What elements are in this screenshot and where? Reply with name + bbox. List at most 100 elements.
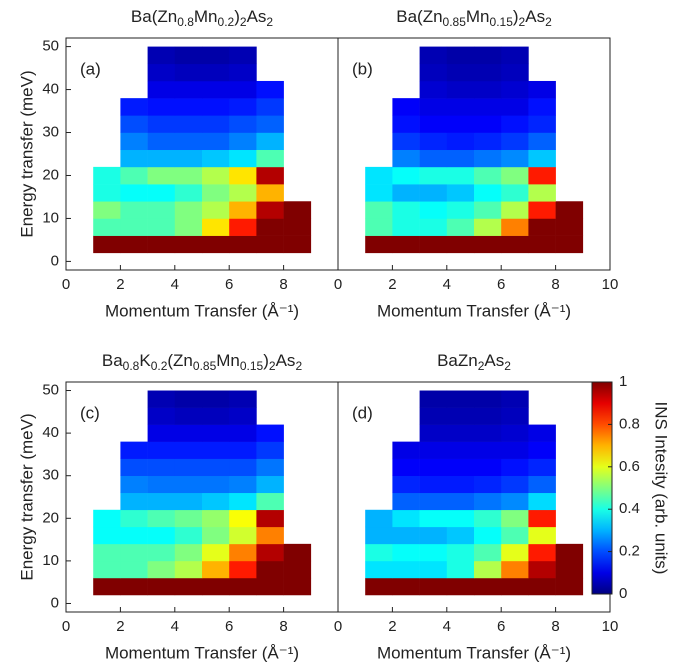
heatmap-cell [419, 80, 448, 99]
heatmap-cell [202, 509, 230, 528]
heatmap-cell [501, 201, 529, 219]
colorbar-tick-label: 1 [619, 373, 627, 390]
heatmap-cell [555, 543, 584, 562]
heatmap-cell [528, 577, 556, 596]
heatmap-cell [528, 80, 556, 99]
heatmap-cell [419, 475, 448, 494]
heatmap-cell [392, 509, 420, 528]
heatmap-cell [528, 475, 556, 494]
heatmap-cell [501, 218, 529, 236]
heatmap-cell [93, 577, 121, 596]
heatmap-cell [446, 475, 475, 494]
x-tick-label: 6 [225, 276, 233, 293]
heatmap-cell [202, 458, 230, 477]
heatmap-cell [229, 526, 257, 545]
heatmap-cell [446, 201, 475, 219]
heatmap-cell [392, 166, 420, 185]
heatmap-cell [528, 98, 556, 116]
heatmap-cell [229, 149, 257, 168]
heatmap-cell [229, 441, 257, 459]
heatmap-cell [365, 526, 393, 545]
x-tick-label: 0 [62, 276, 70, 293]
heatmap-cell [174, 235, 203, 254]
heatmap-cell [256, 560, 284, 579]
heatmap-cell [528, 166, 556, 185]
heatmap-cell [202, 218, 230, 236]
heatmap-cell [93, 543, 121, 562]
heatmap-cell [501, 492, 529, 511]
heatmap-cell [93, 509, 121, 528]
x-tick-label: 10 [602, 618, 619, 635]
x-tick-label: 2 [388, 276, 396, 293]
x-tick-label: 6 [225, 618, 233, 635]
x-tick-label: 6 [497, 618, 505, 635]
heatmap-cell [474, 115, 502, 133]
heatmap-cell [147, 63, 176, 82]
heatmap-cell [174, 201, 203, 219]
heatmap-cell [446, 390, 475, 408]
heatmap-cell [147, 98, 176, 116]
heatmap-cell [202, 63, 230, 82]
x-axis-label: Momentum Transfer (Å⁻¹) [105, 301, 299, 320]
heatmap-cell [202, 560, 230, 579]
heatmap-cell [283, 560, 312, 579]
heatmap-cell [474, 458, 502, 477]
heatmap-cell [501, 526, 529, 545]
heatmap-cell [365, 166, 393, 185]
heatmap-cell [174, 166, 203, 185]
heatmap-cell [174, 184, 203, 202]
heatmap-cell [419, 149, 448, 168]
heatmap-cell [256, 543, 284, 562]
x-axis-label: Momentum Transfer (Å⁻¹) [377, 301, 571, 320]
heatmap-cell [93, 166, 121, 185]
heatmap-cell [229, 63, 257, 82]
heatmap-cell [528, 509, 556, 528]
heatmap-cell [174, 132, 203, 151]
heatmap-cell [229, 492, 257, 511]
colorbar-tick-label: 0 [619, 585, 627, 602]
heatmap-cell [365, 201, 393, 219]
heatmap-cell [474, 407, 502, 425]
heatmap-cell [419, 63, 448, 82]
x-tick-label: 6 [497, 276, 505, 293]
heatmap-cell [446, 407, 475, 425]
heatmap-cell [174, 577, 203, 596]
y-tick-label: 50 [42, 38, 59, 55]
heatmap-cell [419, 46, 448, 65]
heatmap-cell [256, 441, 284, 459]
panel-title: BaZn2As2 [437, 351, 511, 373]
heatmap-cell [174, 46, 203, 65]
heatmap-cell [419, 115, 448, 133]
heatmap-cell [147, 441, 176, 459]
heatmap-cell [528, 543, 556, 562]
panel-label: (b) [352, 59, 373, 78]
heatmap-cell [202, 543, 230, 562]
heatmap-cell [229, 543, 257, 562]
heatmap-cell [256, 424, 284, 442]
heatmap-cell [174, 407, 203, 425]
y-tick-label: 20 [42, 509, 59, 526]
heatmap-cell [120, 201, 148, 219]
heatmap-cell [528, 441, 556, 459]
heatmap-cell [120, 441, 148, 459]
heatmap-cell [120, 149, 148, 168]
heatmap-cell [501, 424, 529, 442]
heatmap-cell [528, 201, 556, 219]
heatmap-cell [501, 458, 529, 477]
heatmap-cell [446, 492, 475, 511]
heatmap-cell [202, 98, 230, 116]
heatmap-cell [392, 235, 420, 254]
heatmap-cell [202, 577, 230, 596]
heatmap-cell [120, 184, 148, 202]
heatmap-cell [174, 492, 203, 511]
heatmap-cell [229, 98, 257, 116]
heatmap-cell [474, 80, 502, 99]
y-tick-label: 30 [42, 467, 59, 484]
heatmap-cell [501, 407, 529, 425]
heatmap-cell [147, 458, 176, 477]
heatmap-cell [392, 492, 420, 511]
heatmap-cell [147, 115, 176, 133]
heatmap-cell [392, 526, 420, 545]
heatmap-cell [474, 166, 502, 185]
heatmap-cell [555, 201, 584, 219]
